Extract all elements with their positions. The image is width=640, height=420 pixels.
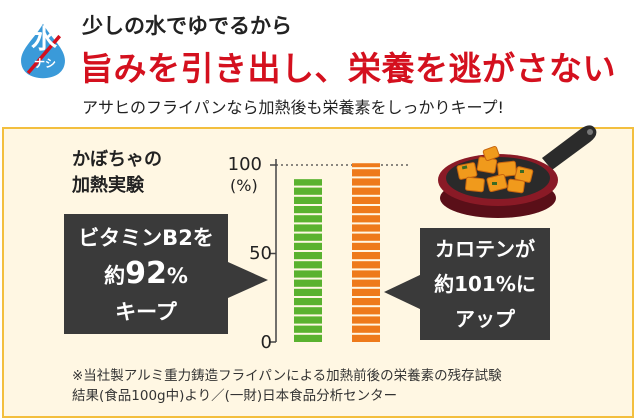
y-tick-50: 50	[249, 243, 272, 264]
bar-2-segment	[352, 206, 380, 214]
bar-1-segment	[294, 252, 322, 260]
bar-2-segment	[352, 233, 380, 241]
bar-2-segment	[352, 215, 380, 223]
bar-2-segment	[352, 298, 380, 306]
badge-sub-text: ナシ	[34, 57, 56, 70]
frying-pan-image	[438, 125, 597, 218]
footnote-line2: 結果(食品100g中)より／(一財)日本食品分析センター	[72, 388, 398, 404]
bar-2-segment	[352, 307, 380, 315]
bar-2-segment	[352, 224, 380, 232]
header: 水 ナシ 少しの水でゆでるから 旨みを引き出し、栄養を逃がさない アサヒのフライ…	[0, 0, 640, 124]
bar-2-segment	[352, 316, 380, 324]
bar-2-segment	[352, 242, 380, 250]
carotene-callout-line1: カロテンが	[435, 237, 535, 261]
headline-main: 旨みを引き出し、栄養を逃がさない	[80, 49, 616, 88]
vitamin-callout-value: 92	[125, 256, 167, 291]
bar-1-segment	[294, 206, 322, 214]
bar-1-segment	[294, 334, 322, 342]
bar-2-segment	[352, 279, 380, 287]
bar-1-segment	[294, 307, 322, 315]
vitamin-callout-prefix: 約	[104, 264, 126, 288]
bar-2-segment	[352, 325, 380, 333]
headline-sub: アサヒのフライパンなら加熱後も栄養素をしっかりキープ!	[82, 98, 504, 117]
bar-2-segment	[352, 163, 380, 168]
vitamin-callout-line2: 約92%	[64, 256, 228, 294]
footnote: ※当社製アルミ重力鋳造フライパンによる加熱前後の栄養素の残存試験 結果(食品10…	[72, 366, 502, 406]
bar-1-segment	[294, 242, 322, 250]
bar-2-segment	[352, 261, 380, 269]
bar-1-segment	[294, 279, 322, 287]
bar-1-segment	[294, 179, 322, 186]
carotene-callout-line3: アップ	[455, 307, 515, 331]
carotene-callout: カロテンが 約101%に アップ	[420, 228, 550, 340]
vitamin-callout-suffix: %	[166, 264, 188, 288]
bar-2-segment	[352, 252, 380, 260]
bar-2-segment	[352, 187, 380, 195]
bar-1-segment	[294, 270, 322, 278]
experiment-title-line2: 加熱実験	[72, 175, 144, 196]
experiment-title-line1: かぼちゃの	[72, 149, 162, 170]
bar-1-segment	[294, 288, 322, 296]
carotene-callout-line2: 約101%に	[434, 272, 536, 296]
bar-2-segment	[352, 196, 380, 204]
bar-1-segment	[294, 316, 322, 324]
bar-1-segment	[294, 325, 322, 333]
headline-intro: 少しの水でゆでるから	[82, 14, 292, 38]
vitamin-callout-line3: キープ	[115, 300, 177, 324]
vitamin-callout-line1: ビタミンB2を	[78, 226, 214, 250]
badge-main-text: 水	[30, 25, 57, 55]
bar-2-segment	[352, 288, 380, 296]
bar-1-segment	[294, 187, 322, 195]
y-tick-100: 100	[227, 154, 262, 175]
bar-1-segment	[294, 298, 322, 306]
bar-1-segment	[294, 261, 322, 269]
bar-2-segment	[352, 270, 380, 278]
vitamin-callout-pointer	[228, 262, 268, 298]
bar-1-segment	[294, 233, 322, 241]
experiment-title: かぼちゃの 加熱実験	[72, 147, 162, 199]
bar-2-segment	[352, 169, 380, 177]
y-tick-unit: (%)	[230, 176, 258, 195]
bar-2-segment	[352, 334, 380, 342]
carotene-callout-pointer	[384, 274, 422, 310]
bar-2-segment	[352, 178, 380, 186]
bar-1-segment	[294, 215, 322, 223]
footnote-line1: ※当社製アルミ重力鋳造フライパンによる加熱前後の栄養素の残存試験	[72, 368, 502, 384]
water-drop-icon	[21, 23, 65, 79]
y-tick-0: 0	[260, 332, 272, 353]
bar-1-segment	[294, 224, 322, 232]
vitamin-b2-callout: ビタミンB2を 約92% キープ	[64, 214, 228, 334]
bar-1-segment	[294, 196, 322, 204]
